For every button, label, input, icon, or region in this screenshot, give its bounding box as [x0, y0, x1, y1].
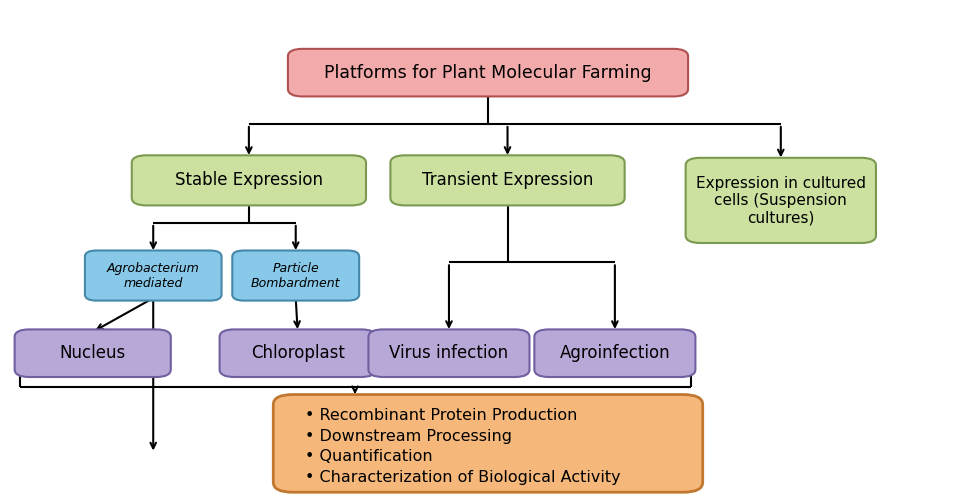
FancyBboxPatch shape	[685, 158, 876, 243]
FancyBboxPatch shape	[390, 155, 625, 205]
Text: • Quantification: • Quantification	[305, 449, 433, 464]
Text: • Characterization of Biological Activity: • Characterization of Biological Activit…	[305, 470, 621, 485]
Text: • Recombinant Protein Production: • Recombinant Protein Production	[305, 408, 578, 423]
FancyBboxPatch shape	[85, 250, 222, 301]
Text: Agrobacterium
mediated: Agrobacterium mediated	[106, 262, 200, 290]
FancyBboxPatch shape	[132, 155, 366, 205]
Text: Platforms for Plant Molecular Farming: Platforms for Plant Molecular Farming	[324, 64, 652, 82]
Text: Nucleus: Nucleus	[60, 344, 126, 362]
FancyBboxPatch shape	[15, 330, 171, 377]
FancyBboxPatch shape	[288, 49, 688, 96]
Text: • Downstream Processing: • Downstream Processing	[305, 429, 512, 444]
Text: Stable Expression: Stable Expression	[175, 171, 323, 189]
FancyBboxPatch shape	[273, 395, 703, 492]
Text: Chloroplast: Chloroplast	[251, 344, 345, 362]
Text: Particle
Bombardment: Particle Bombardment	[251, 262, 341, 290]
Text: Agroinfection: Agroinfection	[559, 344, 671, 362]
Text: Expression in cultured
cells (Suspension
cultures): Expression in cultured cells (Suspension…	[696, 175, 866, 225]
FancyBboxPatch shape	[369, 330, 530, 377]
Text: Virus infection: Virus infection	[389, 344, 508, 362]
FancyBboxPatch shape	[232, 250, 359, 301]
Text: Transient Expression: Transient Expression	[422, 171, 593, 189]
FancyBboxPatch shape	[535, 330, 695, 377]
FancyBboxPatch shape	[220, 330, 376, 377]
